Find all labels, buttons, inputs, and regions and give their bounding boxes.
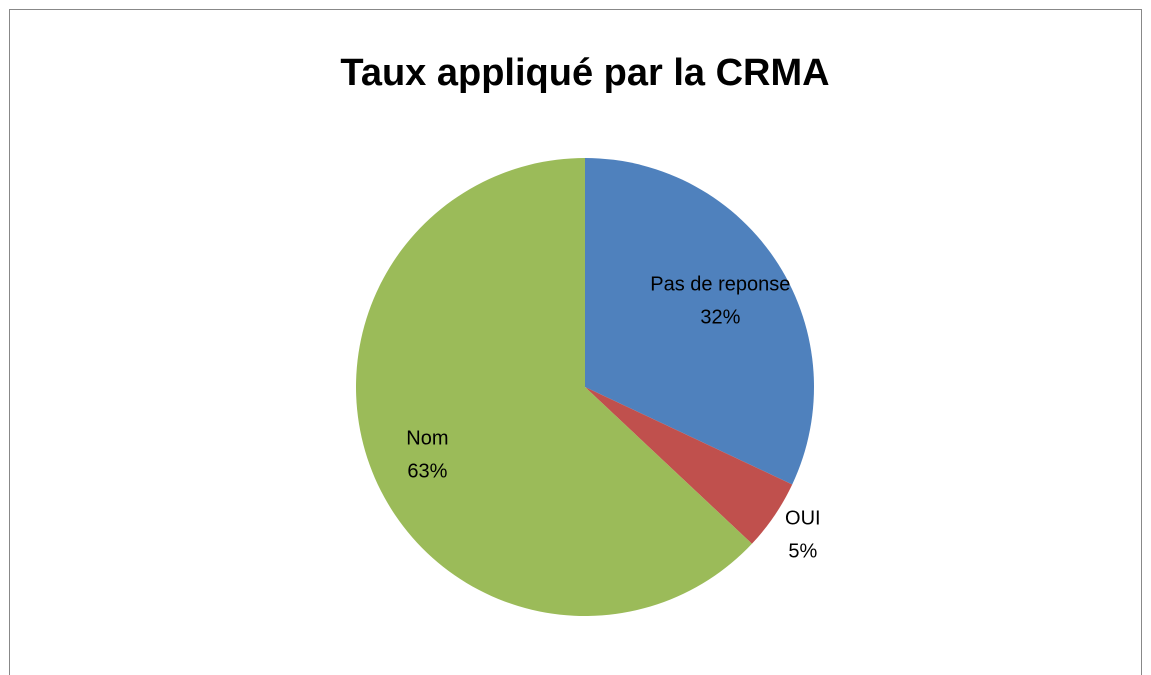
pie-slice xyxy=(356,158,752,616)
pie-slice xyxy=(585,387,793,544)
chart-title: Taux appliqué par la CRMA xyxy=(340,52,829,94)
slice-value-label: 32% xyxy=(700,306,740,328)
pie-slice xyxy=(585,158,814,485)
slice-label: OUI xyxy=(785,507,821,529)
slice-value-label: 63% xyxy=(407,460,447,482)
slice-value-label: 5% xyxy=(788,540,817,562)
slice-label: Nom xyxy=(406,427,448,449)
slice-label: Pas de reponse xyxy=(650,273,790,295)
